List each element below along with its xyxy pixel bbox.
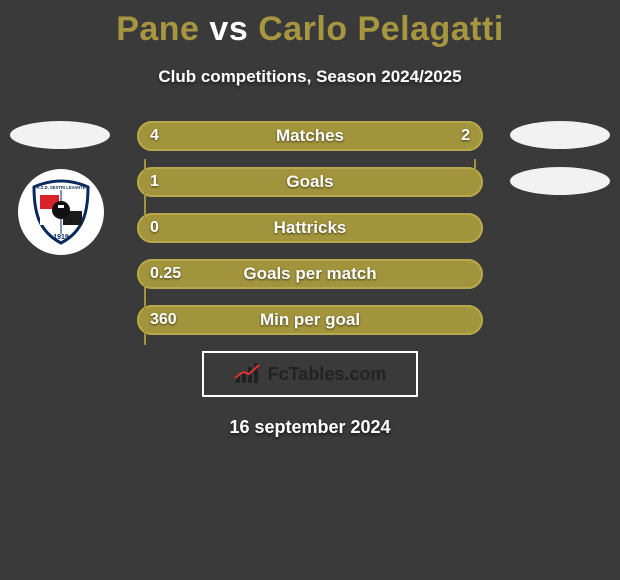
- subtitle: Club competitions, Season 2024/2025: [0, 67, 620, 87]
- stat-bar: [137, 167, 483, 197]
- connector-line: [474, 159, 476, 181]
- player-pill-right: [510, 167, 610, 195]
- bar-segment-left: [137, 213, 483, 243]
- vs-text: vs: [209, 10, 248, 48]
- brand-text: FcTables.com: [268, 364, 387, 385]
- bar-segment-left: [137, 121, 368, 151]
- connector-line: [144, 273, 146, 345]
- stat-row: Goals1: [0, 167, 620, 197]
- stat-bar: [137, 213, 483, 243]
- stat-bar: [137, 121, 483, 151]
- bar-segment-left: [137, 167, 483, 197]
- page-title: Pane vs Carlo Pelagatti: [0, 0, 620, 49]
- bar-segment-left: [137, 259, 483, 289]
- player1-name: Pane: [116, 10, 199, 48]
- bar-segment-left: [137, 305, 483, 335]
- player-pill-left: [10, 121, 110, 149]
- stat-row: Matches42: [0, 121, 620, 151]
- stat-row: Goals per match0.25: [0, 259, 620, 289]
- stat-bar: [137, 305, 483, 335]
- date-text: 16 september 2024: [0, 417, 620, 438]
- stat-bar: [137, 259, 483, 289]
- bar-chart-icon: [234, 363, 262, 385]
- stat-row: Hattricks0: [0, 213, 620, 243]
- bar-segment-right: [368, 121, 483, 151]
- connector-line: [144, 159, 146, 227]
- stat-row: Min per goal360: [0, 305, 620, 335]
- comparison-chart: A.S.D. SESTRI LEVANTE 1919 Matches42Goal…: [0, 121, 620, 335]
- brand-box: FcTables.com: [202, 351, 418, 397]
- player-pill-right: [510, 121, 610, 149]
- player2-name: Carlo Pelagatti: [258, 10, 504, 48]
